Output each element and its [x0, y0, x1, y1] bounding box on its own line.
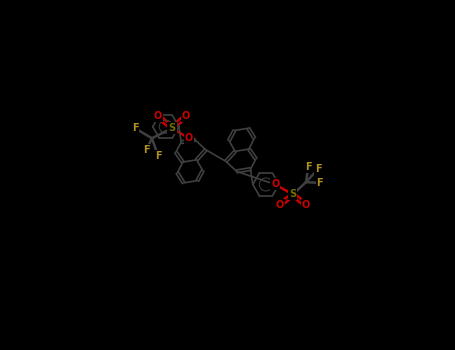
- Text: F: F: [317, 178, 323, 188]
- Text: S: S: [168, 123, 176, 133]
- Text: O: O: [182, 111, 190, 121]
- Text: S: S: [289, 189, 296, 200]
- Text: F: F: [155, 151, 162, 161]
- Text: F: F: [315, 164, 322, 174]
- Text: F: F: [305, 162, 312, 172]
- Text: O: O: [185, 133, 193, 143]
- Text: O: O: [271, 180, 279, 189]
- Text: O: O: [276, 200, 284, 210]
- Text: F: F: [143, 145, 150, 155]
- Text: O: O: [302, 200, 310, 210]
- Text: O: O: [154, 111, 162, 121]
- Text: F: F: [131, 123, 138, 133]
